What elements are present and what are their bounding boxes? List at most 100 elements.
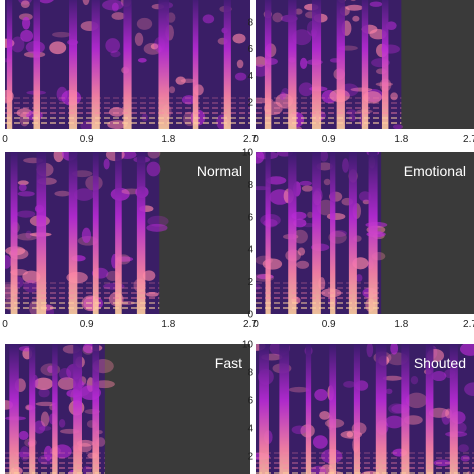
y-tick-label: 6: [247, 44, 253, 55]
spectral-energy-blob: [105, 38, 121, 53]
spectral-energy-blob: [298, 82, 314, 97]
x-tick-label: 0.9: [322, 134, 336, 145]
x-tick-label: 2.7: [463, 319, 474, 330]
spectral-energy-blob: [38, 388, 50, 398]
spectral-burst: [10, 152, 18, 314]
spectral-energy-blob: [266, 176, 287, 185]
spectral-energy-blob: [15, 451, 31, 458]
spectral-energy-blob: [297, 247, 306, 256]
spectral-energy-blob: [35, 401, 56, 407]
spectral-energy-blob: [388, 403, 405, 414]
spectral-burst: [92, 344, 100, 474]
spectral-energy-blob: [82, 345, 94, 355]
spectral-energy-blob: [22, 16, 31, 30]
spectral-energy-blob: [146, 161, 161, 177]
spectral-energy-blob: [256, 152, 265, 164]
y-tick-label: 2: [247, 98, 253, 109]
spectral-energy-blob: [17, 191, 35, 197]
spectrogram-panel: 0 0.9 1.8 2.7 2 4 6 8: [247, 0, 474, 145]
spectral-energy-blob: [343, 380, 356, 388]
spectral-burst: [115, 152, 122, 314]
spectral-energy-blob: [73, 188, 95, 201]
x-tick-label: 0.9: [80, 319, 94, 330]
spectrogram-panel: Normal 0 0.9 1.8 2.7: [2, 152, 257, 330]
spectral-energy-blob: [385, 415, 404, 429]
spectral-energy-blob: [5, 255, 12, 269]
spectral-energy-blob: [57, 377, 76, 390]
x-tick-label: 0: [253, 319, 259, 330]
y-tick-label: 8: [247, 180, 253, 191]
panel-label: Fast: [215, 355, 242, 371]
y-tick-label: 4: [247, 424, 253, 435]
spectral-burst: [312, 0, 322, 129]
spectral-energy-blob: [299, 180, 312, 186]
spectral-energy-blob: [40, 411, 50, 427]
spectral-energy-blob: [312, 435, 328, 449]
spectral-energy-blob: [362, 199, 370, 205]
y-tick-label: 2: [247, 452, 253, 463]
spectral-energy-blob: [431, 370, 447, 382]
spectral-burst: [288, 0, 297, 129]
spectral-energy-blob: [109, 107, 125, 117]
y-tick-label: 10: [242, 340, 254, 351]
spectral-energy-blob: [147, 215, 169, 227]
spectral-energy-blob: [81, 227, 92, 243]
spectral-energy-blob: [103, 158, 110, 170]
spectral-energy-blob: [146, 223, 168, 232]
spectral-energy-blob: [52, 31, 71, 38]
spectral-burst: [353, 344, 360, 474]
spectral-energy-blob: [16, 210, 36, 218]
spectral-energy-blob: [136, 17, 153, 30]
y-tick-label: 8: [247, 17, 253, 28]
spectral-energy-blob: [350, 0, 356, 2]
spectral-energy-blob: [49, 41, 67, 55]
x-tick-label: 0: [253, 134, 259, 145]
spectral-burst: [52, 344, 58, 474]
spectral-energy-blob: [433, 459, 451, 467]
spectral-energy-blob: [256, 56, 267, 67]
spectral-energy-blob: [352, 15, 360, 22]
spectral-energy-blob: [346, 109, 357, 115]
spectrogram-panel: 0 0.9 1.8 2.7: [2, 0, 257, 145]
spectral-energy-blob: [33, 420, 46, 434]
spectral-burst: [329, 344, 337, 474]
spectral-energy-blob: [256, 273, 275, 282]
spectral-energy-blob: [300, 57, 308, 70]
spectral-burst: [33, 0, 41, 129]
spectral-energy-blob: [53, 152, 64, 163]
spectral-energy-blob: [256, 284, 261, 291]
spectral-energy-blob: [181, 95, 196, 105]
spectral-energy-blob: [19, 446, 30, 461]
spectral-burst: [29, 344, 36, 474]
spectral-energy-blob: [18, 184, 27, 192]
spectral-energy-blob: [142, 270, 156, 281]
spectral-energy-blob: [147, 152, 161, 159]
panel-label: Normal: [197, 163, 242, 179]
spectral-burst: [348, 152, 357, 314]
spectral-energy-blob: [58, 367, 72, 381]
spectral-energy-blob: [145, 291, 159, 297]
spectral-energy-blob: [234, 72, 247, 81]
spectral-energy-blob: [110, 50, 121, 58]
x-tick-label: 1.8: [394, 134, 408, 145]
spectral-energy-blob: [385, 21, 397, 30]
spectral-energy-blob: [10, 36, 25, 53]
spectral-energy-blob: [111, 2, 119, 12]
spectral-energy-blob: [54, 190, 71, 197]
panel-label: Emotional: [404, 163, 466, 179]
spectral-energy-blob: [111, 12, 126, 20]
spectral-burst: [259, 344, 269, 474]
spectral-energy-blob: [38, 425, 52, 431]
spectral-energy-blob: [288, 386, 310, 393]
spectral-energy-blob: [18, 430, 29, 440]
spectral-energy-blob: [279, 92, 287, 101]
x-tick-label: 0.9: [322, 319, 336, 330]
x-tick-label: 0: [2, 319, 8, 330]
spectral-energy-blob: [346, 431, 354, 438]
x-tick-label: 2.7: [463, 134, 474, 145]
x-tick-label: 1.8: [161, 319, 175, 330]
spectral-burst: [265, 152, 271, 314]
spectral-energy-blob: [464, 382, 474, 396]
